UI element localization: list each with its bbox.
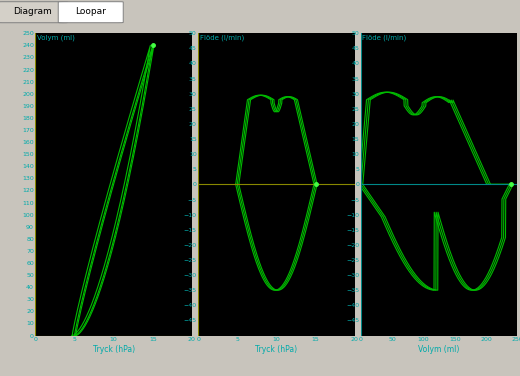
X-axis label: Volym (ml): Volym (ml)	[419, 345, 460, 354]
Text: Diagram: Diagram	[13, 7, 52, 16]
X-axis label: Tryck (hPa): Tryck (hPa)	[93, 345, 135, 354]
Text: Flöde (l/min): Flöde (l/min)	[362, 35, 407, 41]
Text: Flöde (l/min): Flöde (l/min)	[200, 35, 244, 41]
Text: Loopar: Loopar	[75, 7, 106, 16]
X-axis label: Tryck (hPa): Tryck (hPa)	[255, 345, 297, 354]
FancyBboxPatch shape	[0, 2, 68, 23]
Text: Volym (ml): Volym (ml)	[37, 35, 75, 41]
FancyBboxPatch shape	[58, 2, 123, 23]
